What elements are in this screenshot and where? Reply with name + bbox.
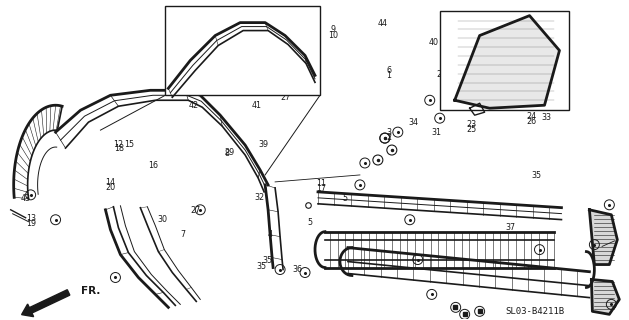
Polygon shape <box>589 210 617 265</box>
Text: 25: 25 <box>466 124 477 133</box>
Text: 33: 33 <box>542 114 552 123</box>
Text: 15: 15 <box>125 140 135 148</box>
Text: 4: 4 <box>268 230 273 239</box>
Text: FR.: FR. <box>81 286 100 296</box>
Text: 3: 3 <box>386 128 391 137</box>
Text: 27: 27 <box>280 93 290 102</box>
Text: 34: 34 <box>409 118 419 127</box>
Text: 41: 41 <box>252 101 262 110</box>
Text: 29: 29 <box>225 148 235 157</box>
Text: 28: 28 <box>437 70 447 79</box>
Text: 23: 23 <box>466 120 476 129</box>
Text: 16: 16 <box>148 161 159 170</box>
Text: SL03-B4211B: SL03-B4211B <box>505 307 564 316</box>
Text: 9: 9 <box>331 25 336 34</box>
Text: 45: 45 <box>296 45 306 55</box>
Text: 40: 40 <box>429 38 439 47</box>
Text: 43: 43 <box>308 26 318 35</box>
Polygon shape <box>455 16 559 108</box>
Text: 10: 10 <box>328 31 338 40</box>
Text: 14: 14 <box>106 178 116 187</box>
Text: 27: 27 <box>190 206 201 215</box>
Text: 7: 7 <box>180 230 186 239</box>
Text: 30: 30 <box>158 215 167 224</box>
Text: 20: 20 <box>106 183 116 192</box>
Text: 1: 1 <box>386 71 391 80</box>
Text: 44: 44 <box>377 20 387 28</box>
Text: 17: 17 <box>316 184 326 193</box>
Text: 2: 2 <box>386 133 391 142</box>
Text: 38: 38 <box>296 23 306 32</box>
Text: 26: 26 <box>526 117 536 126</box>
Text: 22: 22 <box>512 83 522 92</box>
Text: 39: 39 <box>258 140 268 148</box>
Text: 31: 31 <box>432 128 442 137</box>
Text: 35: 35 <box>262 256 272 265</box>
Text: 6: 6 <box>386 66 391 75</box>
Text: 11: 11 <box>316 180 326 188</box>
Text: 19: 19 <box>26 219 36 228</box>
Text: 37: 37 <box>506 223 516 232</box>
Bar <box>165 6 320 95</box>
Text: 43: 43 <box>21 194 31 203</box>
Text: 5: 5 <box>342 194 347 203</box>
Text: 12: 12 <box>114 140 124 148</box>
Text: 36: 36 <box>292 265 303 274</box>
Text: 24: 24 <box>526 113 536 122</box>
Text: 21: 21 <box>512 78 522 87</box>
Text: 8: 8 <box>224 149 229 158</box>
Text: 35: 35 <box>256 262 266 271</box>
Text: 13: 13 <box>26 214 36 223</box>
Text: 32: 32 <box>255 193 265 202</box>
Bar <box>440 11 569 110</box>
Text: 30: 30 <box>296 40 306 49</box>
Polygon shape <box>591 279 620 314</box>
Text: 5: 5 <box>308 218 313 227</box>
Text: 35: 35 <box>531 171 541 180</box>
FancyArrow shape <box>21 290 70 317</box>
Text: 18: 18 <box>114 144 124 153</box>
Text: 42: 42 <box>189 101 199 110</box>
